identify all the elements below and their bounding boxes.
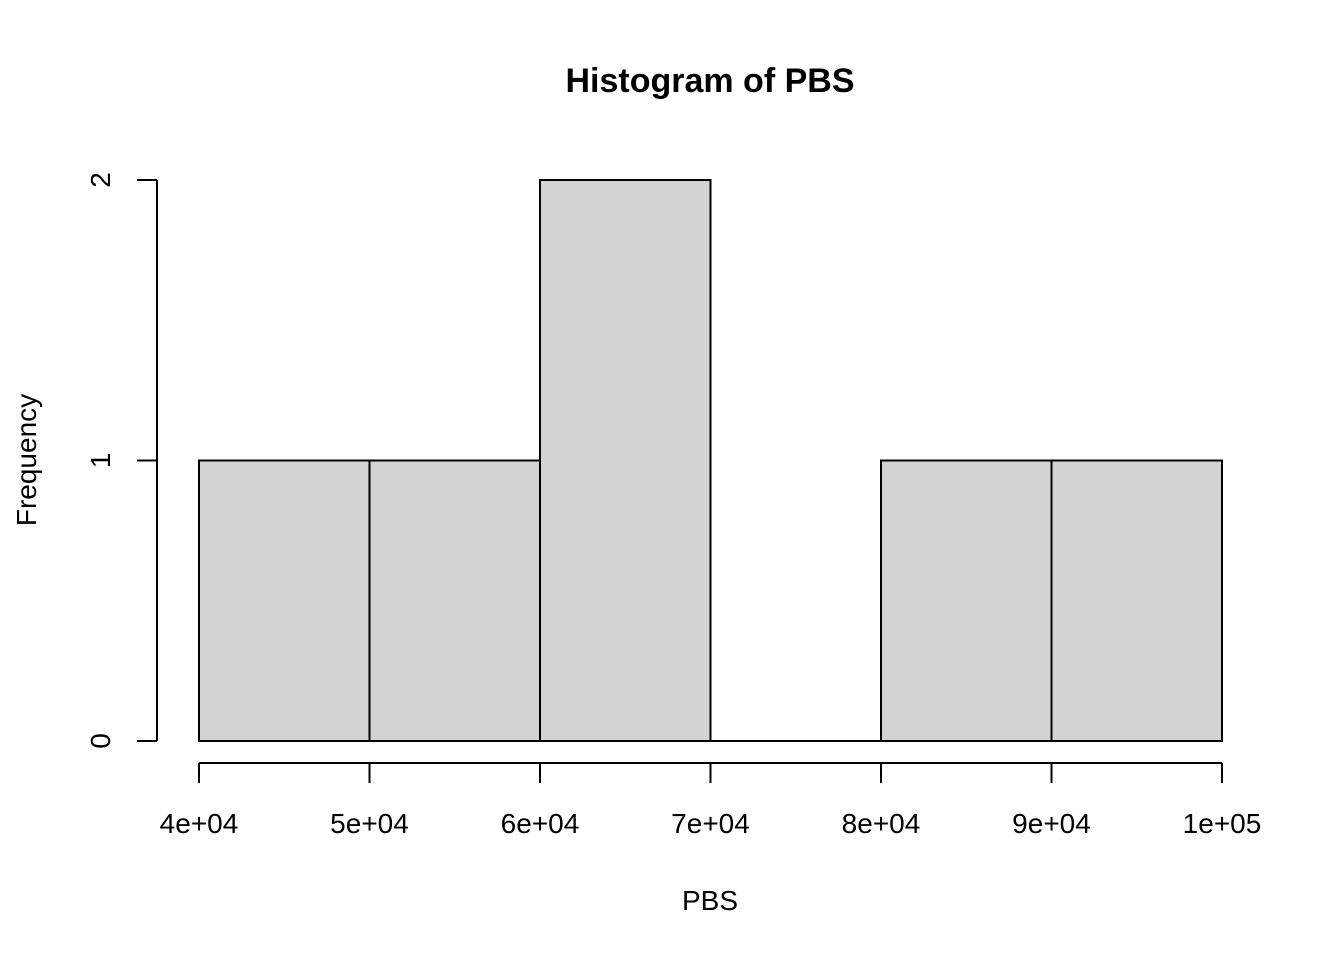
histogram-bar-1	[368, 459, 541, 742]
bars-group	[198, 179, 1223, 742]
x-tick-label-4: 8e+04	[842, 808, 921, 839]
histogram-bar-2	[539, 179, 712, 742]
x-tick-label-0: 4e+04	[160, 808, 239, 839]
x-axis-title: PBS	[682, 885, 738, 916]
y-tick-label-0: 0	[85, 733, 116, 749]
y-axis-title: Frequency	[11, 394, 42, 526]
y-axis: 0 1 2	[85, 172, 158, 749]
x-axis: 4e+04 5e+04 6e+04 7e+04 8e+04 9e+04 1e+05	[160, 762, 1262, 839]
x-tick-label-3: 7e+04	[671, 808, 750, 839]
x-tick-label-6: 1e+05	[1183, 808, 1262, 839]
y-tick-label-2: 2	[85, 172, 116, 188]
x-tick-label-2: 6e+04	[501, 808, 580, 839]
y-tick-label-1: 1	[85, 453, 116, 469]
histogram-bar-5	[1050, 459, 1223, 742]
x-tick-label-1: 5e+04	[330, 808, 409, 839]
histogram-bar-4	[880, 459, 1053, 742]
histogram-bar-0	[198, 459, 371, 742]
x-tick-label-5: 9e+04	[1012, 808, 1091, 839]
chart-title: Histogram of PBS	[565, 62, 854, 100]
